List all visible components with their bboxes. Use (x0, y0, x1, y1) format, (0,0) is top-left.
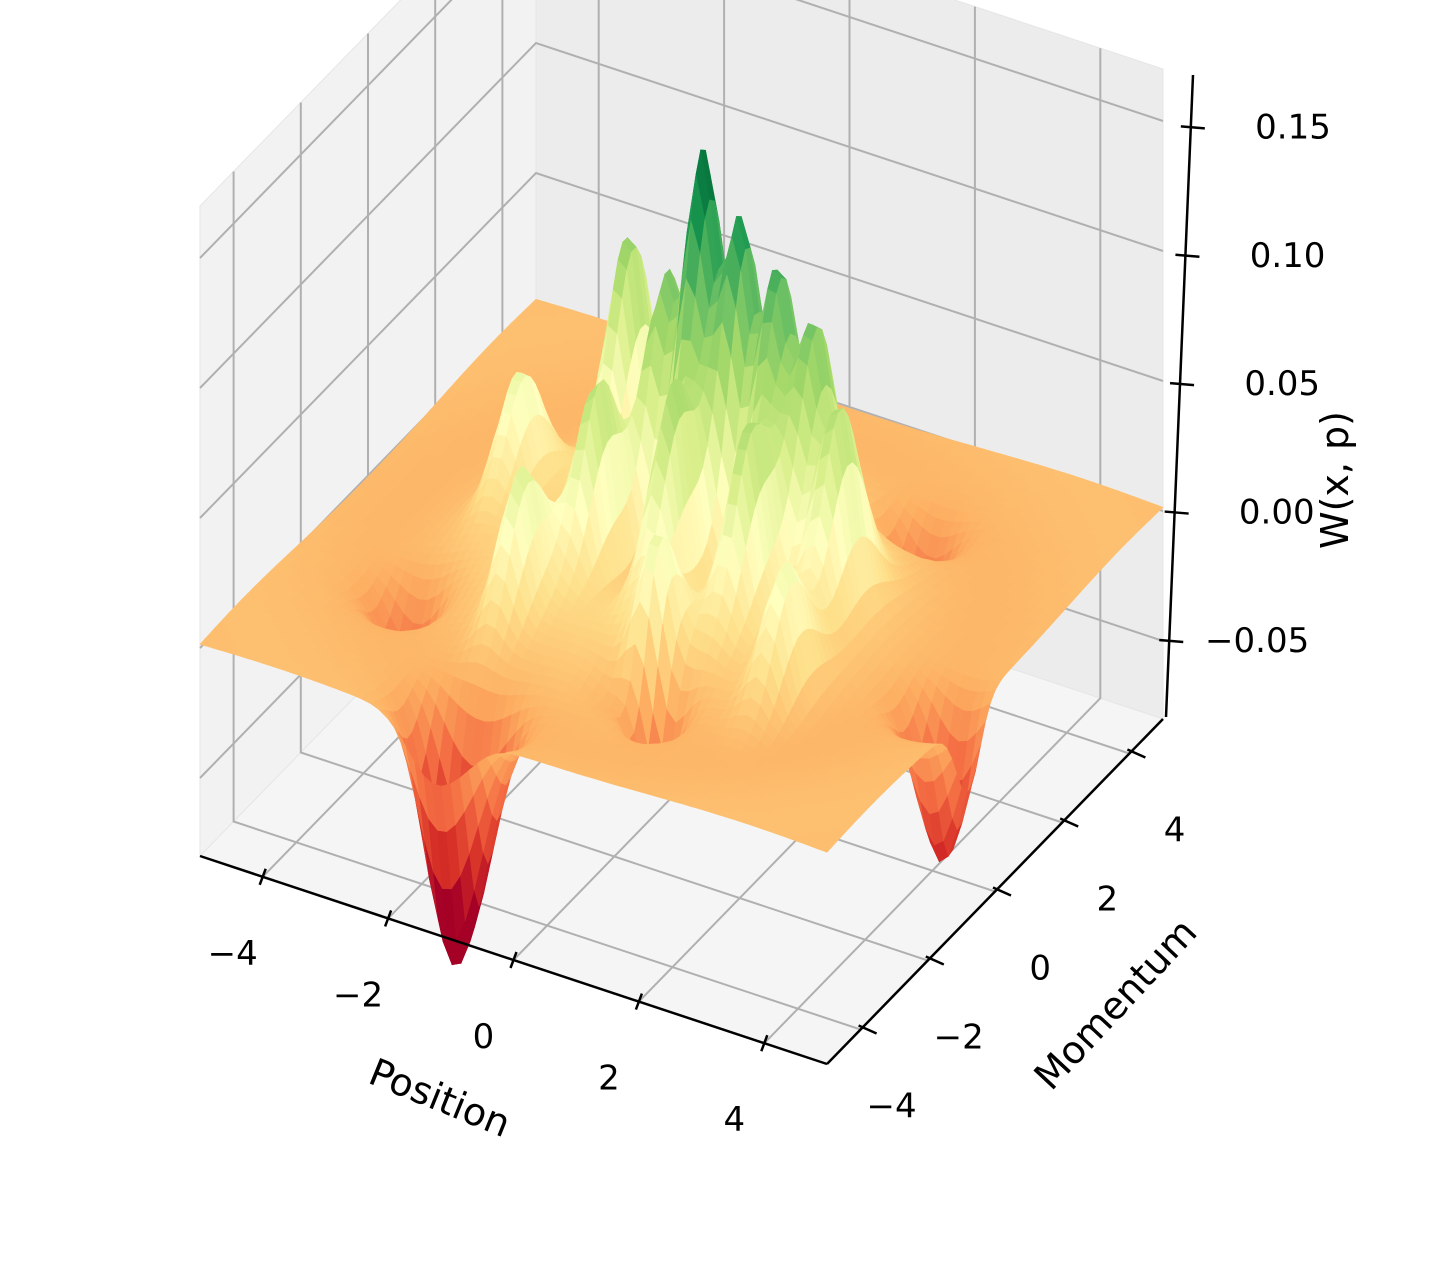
z-tick-mark (1165, 512, 1189, 514)
z-axis-label: W(x, p) (1313, 411, 1357, 549)
z-tick-mark (1181, 126, 1205, 128)
z-tick-label: 0.05 (1244, 364, 1320, 404)
x-tick-label: −2 (333, 975, 383, 1015)
z-tick-label: 0.15 (1255, 107, 1331, 147)
z-axis-line (1166, 75, 1193, 717)
z-tick-label: 0.00 (1239, 493, 1315, 533)
y-tick-label: −4 (866, 1087, 916, 1127)
y-tick-label: 0 (1029, 949, 1051, 989)
x-tick-label: 4 (723, 1100, 745, 1140)
y-tick-label: −2 (934, 1018, 984, 1058)
z-tick-label: 0.10 (1250, 236, 1326, 276)
x-tick-label: 0 (473, 1017, 495, 1057)
z-tick-label: −0.05 (1205, 621, 1309, 661)
y-tick-label: 2 (1097, 880, 1119, 920)
y-tick-label: 4 (1164, 811, 1186, 851)
z-tick-mark (1175, 255, 1199, 257)
y-axis-label: Momentum (1026, 910, 1206, 1098)
x-axis-label: Position (363, 1050, 517, 1146)
x-tick-label: 2 (598, 1059, 620, 1099)
z-tick-mark (1170, 383, 1194, 385)
x-tick-label: −4 (208, 934, 258, 974)
